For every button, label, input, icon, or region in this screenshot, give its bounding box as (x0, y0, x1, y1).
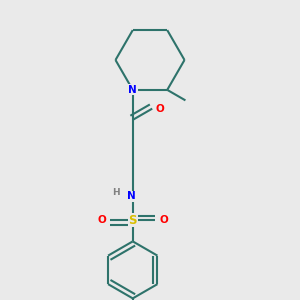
Text: N: N (127, 191, 136, 201)
Text: O: O (159, 215, 168, 225)
Text: N: N (128, 85, 137, 95)
Text: O: O (155, 103, 164, 114)
Text: O: O (98, 215, 106, 225)
Text: S: S (128, 214, 137, 227)
Text: H: H (112, 188, 120, 197)
